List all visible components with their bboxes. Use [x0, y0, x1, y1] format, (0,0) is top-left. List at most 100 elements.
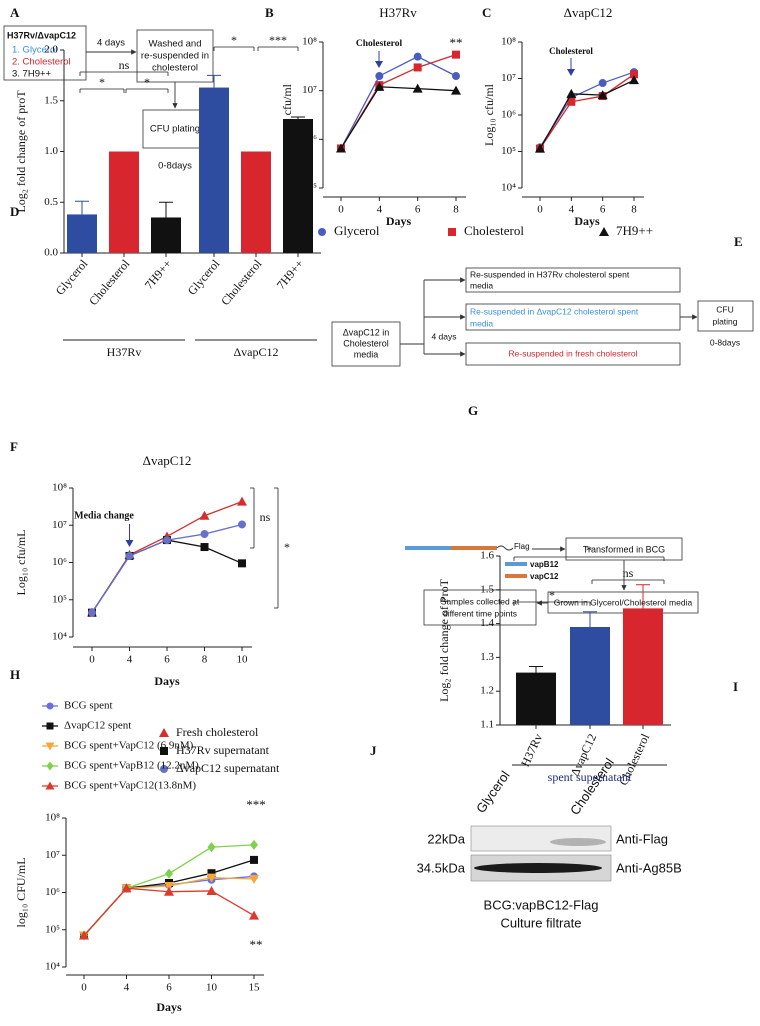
- bar: [516, 672, 556, 725]
- marker: [164, 881, 174, 891]
- panel-label: I: [733, 679, 738, 694]
- x-tick-label: 0: [81, 982, 87, 994]
- marker: [46, 722, 54, 730]
- box-text: different time points: [443, 608, 517, 618]
- y-axis-label: Log₂ fold change of ProT: [437, 578, 451, 701]
- marker: [207, 842, 216, 853]
- box-text: Re-suspended in fresh cholesterol: [509, 348, 638, 358]
- panel-label: B: [265, 5, 274, 20]
- group-label: spent supernatant: [548, 770, 632, 784]
- box: [697, 300, 754, 332]
- bar: [283, 119, 313, 254]
- y-tick-label: 1.2: [480, 685, 494, 697]
- panel-label: F: [10, 439, 18, 454]
- legend-label: BCG spent+VapC12 (6.9nM): [64, 740, 194, 752]
- box-text: Grown in Glycerol/Cholesterol media: [554, 597, 693, 607]
- x-axis-label: Days: [154, 674, 180, 688]
- marker: [46, 702, 54, 710]
- marker: [630, 70, 638, 79]
- bar: [109, 151, 139, 253]
- significance-label: ns: [260, 510, 271, 524]
- marker: [452, 50, 460, 59]
- condition: 3. 7H9++: [12, 69, 52, 80]
- panel-a: H37Rv/ΔvapC12 1. Glycerol 2. Cholesterol…: [3, 25, 214, 172]
- box-title: H37Rv/ΔvapC12: [7, 30, 76, 40]
- x-tick-label: Glycerol: [53, 256, 91, 298]
- size-marker: 22kDa: [427, 831, 465, 846]
- marker: [451, 85, 461, 95]
- marker: [375, 72, 384, 81]
- legend-label: Fresh cholesterol: [176, 725, 259, 739]
- significance-label: *: [549, 588, 555, 602]
- marker: [163, 536, 171, 545]
- x-tick-label: Glycerol: [185, 256, 223, 298]
- marker: [598, 79, 607, 88]
- x-axis-label: Days: [156, 1000, 182, 1014]
- y-tick-label: 10⁴: [501, 182, 516, 194]
- y-tick-label: 1.3: [480, 651, 494, 663]
- x-tick-label: 0: [338, 204, 344, 216]
- tag-label: Flag: [514, 542, 530, 551]
- group-label: H37Rv: [107, 345, 142, 359]
- series-line: [340, 54, 457, 149]
- box-text: Washed and: [149, 39, 202, 50]
- arrow-head: [125, 540, 134, 547]
- marker: [79, 930, 89, 940]
- y-tick-label: 1.6: [480, 550, 494, 562]
- x-tick-label: 7H9++: [142, 257, 175, 292]
- bar: [570, 626, 610, 725]
- y-tick-label: 0.5: [44, 196, 58, 208]
- series-line: [91, 539, 243, 614]
- panel-e: ΔvapC12 in Cholesterol media 4 days Re-s…: [331, 267, 754, 367]
- blot-band: [474, 863, 602, 873]
- group-label: ΔvapC12: [233, 345, 278, 359]
- panel-label: G: [468, 403, 478, 418]
- y-tick-label: 10⁵: [45, 923, 60, 935]
- x-tick-label: Cholesterol: [86, 256, 133, 308]
- legend-label: BCG spent+VapC12(13.8nM): [64, 780, 196, 792]
- marker: [206, 885, 217, 895]
- x-tick-label: 0: [537, 204, 543, 216]
- x-tick-label: 0: [89, 654, 95, 666]
- y-tick-label: 10⁸: [45, 812, 60, 824]
- x-axis-label: Days: [386, 214, 412, 228]
- x-tick-label: 10: [206, 982, 218, 994]
- panel-label: E: [734, 234, 743, 249]
- x-tick-label: 10: [237, 654, 249, 666]
- chart-title: ΔvapC12: [143, 453, 192, 468]
- marker: [45, 742, 55, 751]
- marker: [412, 83, 423, 93]
- y-tick-label: 10⁶: [45, 886, 60, 898]
- marker: [336, 143, 346, 153]
- y-tick-label: 10⁴: [52, 631, 67, 643]
- bar: [67, 214, 97, 253]
- series-line: [539, 79, 635, 149]
- y-tick-label: 10⁸: [501, 36, 516, 48]
- x-tick-label: 4: [569, 204, 575, 216]
- annotation: Media change: [74, 510, 134, 521]
- y-axis-label: Log₁₀ cfu/mL: [14, 529, 28, 595]
- marker: [629, 75, 639, 85]
- x-tick-label: H37Rv: [518, 732, 545, 769]
- annotation: Cholesterol: [549, 46, 593, 56]
- significance-label: ***: [269, 33, 287, 47]
- legend-label: Glycerol: [334, 223, 380, 238]
- marker: [160, 747, 168, 755]
- bar: [241, 151, 271, 253]
- significance-label: ns: [119, 58, 130, 72]
- marker: [250, 855, 258, 864]
- y-tick-label: 10⁶: [52, 556, 67, 568]
- box-text: ΔvapC12 in: [343, 327, 390, 337]
- chart-title: ΔvapC12: [564, 5, 613, 20]
- x-tick-label: 8: [453, 204, 459, 216]
- y-tick-label: 10⁶: [501, 109, 516, 121]
- marker: [207, 869, 216, 878]
- annotation: **: [450, 35, 463, 50]
- y-tick-label: 10⁷: [52, 519, 67, 531]
- marker: [46, 761, 54, 771]
- marker: [200, 543, 209, 552]
- arrow-head: [375, 61, 383, 68]
- marker: [88, 608, 96, 617]
- marker: [165, 868, 173, 879]
- x-tick-label: Cholesterol: [218, 256, 265, 308]
